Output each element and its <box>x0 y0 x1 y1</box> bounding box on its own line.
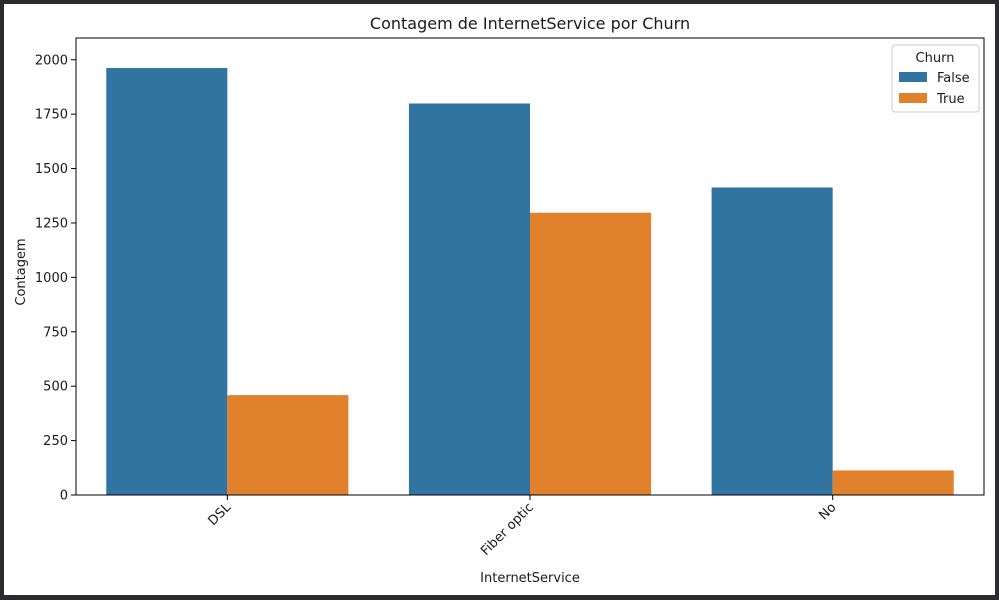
chart-title: Contagem de InternetService por Churn <box>370 14 690 33</box>
legend-label-true: True <box>936 92 965 107</box>
y-tick-label: 1500 <box>35 162 68 177</box>
y-tick-label: 0 <box>60 489 68 504</box>
legend-label-false: False <box>937 71 970 86</box>
legend-title: Churn <box>916 51 955 66</box>
bar-fiber-optic-false <box>408 103 530 496</box>
y-tick-label: 500 <box>43 380 68 395</box>
y-axis-label: Contagem <box>14 238 29 305</box>
bar-no-false <box>711 187 833 496</box>
legend-swatch-true <box>899 93 927 103</box>
y-tick-label: 1000 <box>35 271 68 286</box>
y-tick-label: 1250 <box>35 216 68 231</box>
x-tick-label: No <box>816 500 839 523</box>
y-tick-label: 1750 <box>35 108 68 123</box>
y-tick-label: 250 <box>43 434 68 449</box>
x-axis-label: InternetService <box>480 571 580 586</box>
legend-swatch-false <box>899 72 927 82</box>
chart-figure: Contagem de InternetService por Churn 0 2… <box>4 4 995 595</box>
bar-dsl-false <box>106 68 228 495</box>
bar-chart: Contagem de InternetService por Churn 0 2… <box>14 14 985 586</box>
x-tick-label: DSL <box>206 500 235 529</box>
bar-fiber-optic-true <box>530 212 652 495</box>
bar-no-true <box>832 470 954 495</box>
plot-area: 0 250 500 750 1000 1250 1500 1750 2000 DSL Fiber o… <box>35 37 985 559</box>
bar-dsl-true <box>227 395 349 495</box>
x-tick-label: Fiber optic <box>478 500 537 559</box>
y-tick-label: 2000 <box>35 53 68 68</box>
y-tick-label: 750 <box>43 325 68 340</box>
legend: Churn False True <box>891 44 980 113</box>
